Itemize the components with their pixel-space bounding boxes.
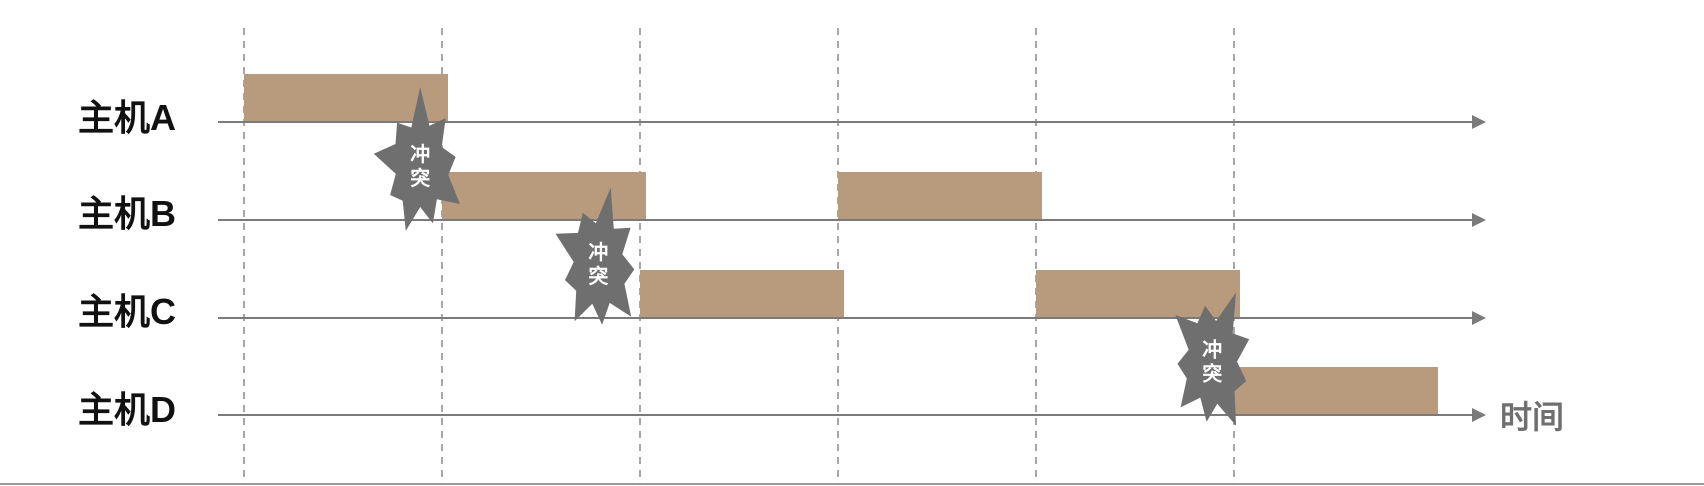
conflict-label-0-0: 冲: [410, 142, 430, 166]
transmission-frame-3: [640, 270, 844, 318]
host-label-a: 主机A: [78, 97, 176, 138]
conflict-label-2-0: 冲: [1202, 338, 1222, 362]
host-label-d: 主机D: [78, 389, 176, 430]
conflict-label-0-1: 突: [410, 166, 430, 190]
transmission-frame-5: [1234, 367, 1438, 415]
conflict-burst-1: [555, 187, 635, 325]
conflict-label-1-0: 冲: [588, 240, 608, 264]
host-labels: 主机A 主机B 主机C 主机D: [78, 97, 176, 430]
conflict-burst-2: [1175, 292, 1250, 426]
conflict-burst-0: [373, 87, 460, 231]
time-axis-label: 时间: [1500, 398, 1564, 436]
timeline-arrowhead-0: [1472, 115, 1486, 129]
timeline-arrowhead-1: [1472, 213, 1486, 227]
conflict-label-2-1: 突: [1202, 362, 1222, 386]
timeline-arrowhead-3: [1472, 408, 1486, 422]
transmission-frame-1: [442, 172, 646, 220]
transmission-frames: [244, 74, 1438, 415]
transmission-frame-4: [1036, 270, 1240, 318]
conflict-label-1-1: 突: [588, 264, 608, 288]
slot-gridlines: [243, 28, 1235, 484]
host-label-c: 主机C: [78, 291, 176, 332]
transmission-frame-0: [244, 74, 448, 122]
timeline-arrowhead-2: [1472, 311, 1486, 325]
host-label-b: 主机B: [78, 193, 176, 234]
transmission-frame-2: [838, 172, 1042, 220]
